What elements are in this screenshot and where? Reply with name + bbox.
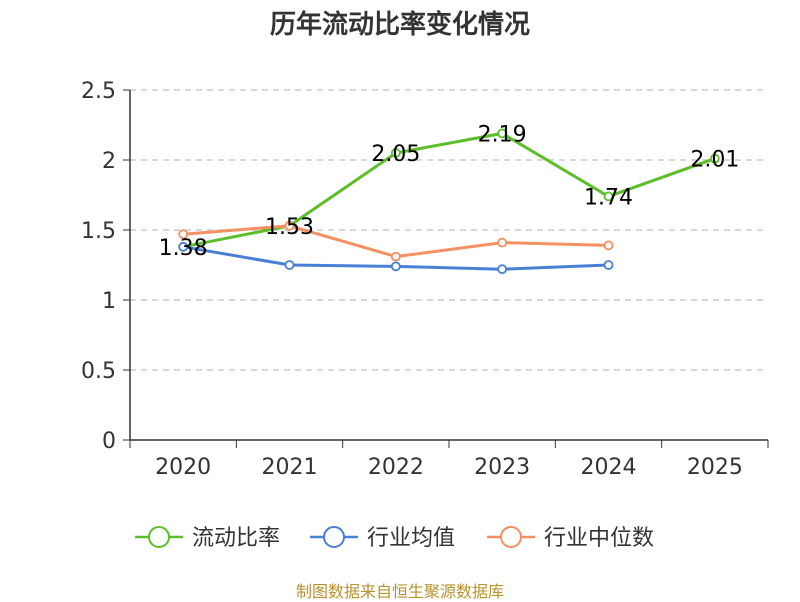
series-line-0	[182, 131, 716, 249]
data-point	[497, 237, 508, 248]
y-tick-label: 2.5	[81, 79, 116, 104]
data-point	[178, 229, 189, 240]
data-point	[603, 240, 614, 251]
axes: 0 0.5 1 1.5 2 2.5 2020 2021 2022 2023 2024 2025	[81, 79, 769, 480]
data-point	[390, 148, 401, 158]
data-point	[497, 264, 508, 275]
y-tick-label: 0	[102, 429, 116, 454]
data-point	[284, 260, 295, 270]
data-point	[390, 261, 401, 272]
y-tick-label: 2	[102, 149, 116, 174]
data-label: 1.74	[584, 185, 633, 210]
data-label: 1.53	[265, 215, 314, 240]
data-label: 2.19	[478, 122, 527, 147]
legend-marker	[148, 526, 170, 548]
data-point	[497, 128, 508, 139]
legend-item: 流动比率	[135, 526, 280, 551]
legend-label: 行业中位数	[544, 526, 654, 551]
legend-item: 行业均值	[310, 526, 455, 551]
y-tick-label: 1	[102, 289, 116, 314]
y-tick-label: 1.5	[81, 219, 116, 244]
x-tick-label: 2022	[368, 455, 424, 480]
x-tick-label: 2025	[687, 455, 743, 480]
legend-marker	[500, 526, 522, 548]
legend-label: 行业均值	[367, 526, 455, 551]
legend-marker	[323, 526, 345, 548]
legend: 流动比率 行业均值 行业中位数	[135, 526, 654, 551]
data-point	[709, 153, 720, 164]
x-tick-label: 2024	[581, 455, 637, 480]
x-tick-label: 2020	[155, 455, 211, 480]
series	[178, 128, 720, 275]
chart-title: 历年流动比率变化情况	[269, 10, 530, 40]
legend-item: 行业中位数	[487, 526, 654, 551]
x-tick-label: 2023	[474, 455, 530, 480]
data-labels: 1.38 1.53 2.05 2.19 1.74 2.01	[159, 122, 740, 260]
gridlines	[130, 89, 768, 371]
data-point	[284, 220, 295, 231]
x-tick-label: 2021	[262, 455, 318, 480]
y-tick-label: 0.5	[81, 359, 116, 384]
data-source-note: 制图数据来自恒生聚源数据库	[295, 582, 504, 601]
data-label: 2.05	[371, 142, 420, 167]
data-point	[178, 241, 189, 252]
data-point	[603, 191, 614, 202]
legend-label: 流动比率	[192, 526, 280, 551]
data-label: 1.38	[159, 236, 208, 261]
data-label: 2.01	[690, 148, 739, 173]
data-point	[390, 251, 401, 262]
data-point	[603, 260, 614, 270]
